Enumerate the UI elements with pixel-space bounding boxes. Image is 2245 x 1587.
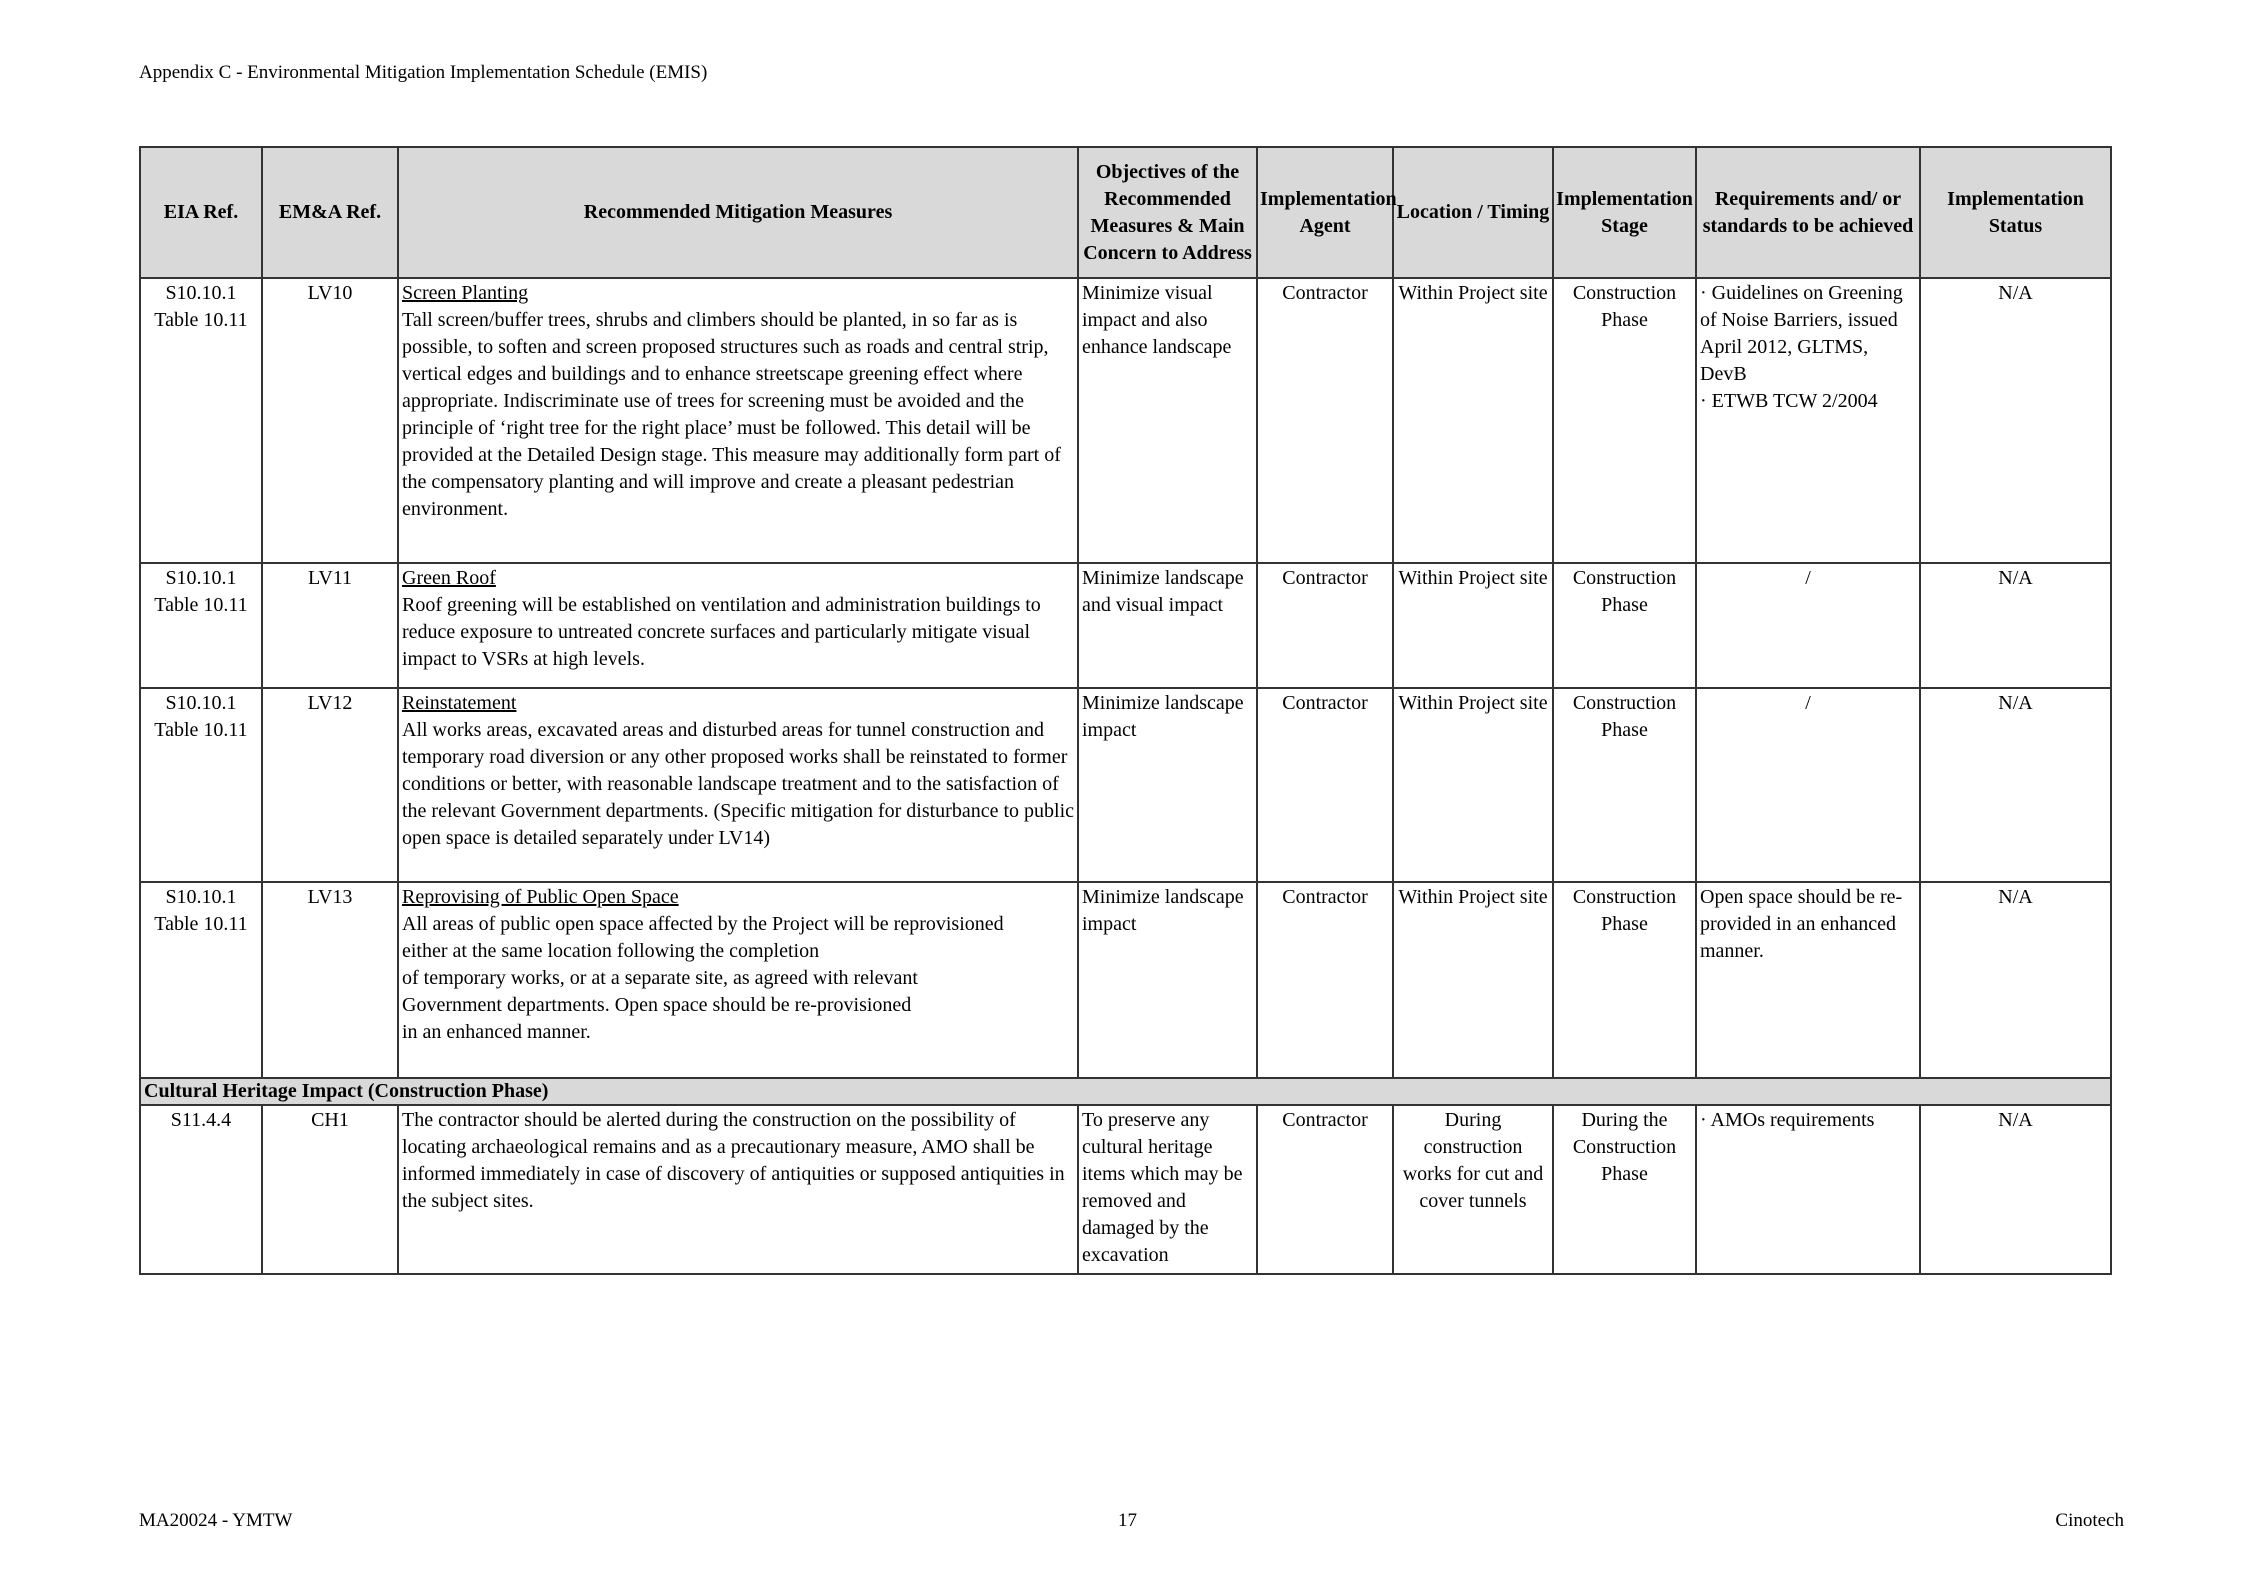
- measure-title: Green Roof: [402, 567, 496, 589]
- location: Within Project site: [1392, 277, 1554, 564]
- status: N/A: [1919, 687, 2112, 883]
- col-stage: Implementation Stage: [1552, 146, 1697, 279]
- measure-title: Screen Planting: [402, 282, 529, 304]
- measure-cell: Reprovising of Public Open Space All area…: [397, 881, 1079, 1079]
- eia-ref: S10.10.1 Table 10.11: [139, 687, 263, 883]
- table-row: S11.4.4 CH1 The contractor should be ale…: [139, 1104, 2112, 1275]
- objective: Minimize landscape impact: [1077, 881, 1258, 1079]
- status: N/A: [1919, 277, 2112, 564]
- ema-ref: LV12: [261, 687, 399, 883]
- location: Within Project site: [1392, 687, 1554, 883]
- requirements: · Guidelines on Greening of Noise Barrie…: [1695, 277, 1921, 564]
- col-requirements: Requirements and/ or standards to be ach…: [1695, 146, 1921, 279]
- requirements: /: [1695, 562, 1921, 689]
- eia-ref: S10.10.1 Table 10.11: [139, 562, 263, 689]
- stage: Construction Phase: [1552, 687, 1697, 883]
- measure-cell: Reinstatement All works areas, excavated …: [397, 687, 1079, 883]
- agent: Contractor: [1256, 277, 1394, 564]
- measure-text: The contractor should be alerted during …: [397, 1104, 1079, 1275]
- col-ema-ref: EM&A Ref.: [261, 146, 399, 279]
- eia-ref: S11.4.4: [139, 1104, 263, 1275]
- location: Within Project site: [1392, 881, 1554, 1079]
- col-objectives: Objectives of the Recommended Measures &…: [1077, 146, 1258, 279]
- requirements: Open space should be re-provided in an e…: [1695, 881, 1921, 1079]
- location: Within Project site: [1392, 562, 1554, 689]
- agent: Contractor: [1256, 562, 1394, 689]
- footer-page-number: 17: [1118, 1510, 1137, 1531]
- page-header: Appendix C - Environmental Mitigation Im…: [139, 62, 708, 83]
- objective: Minimize landscape and visual impact: [1077, 562, 1258, 689]
- table-row: S10.10.1 Table 10.11 LV13 Reprovising of…: [139, 881, 2112, 1079]
- col-measures: Recommended Mitigation Measures: [397, 146, 1079, 279]
- requirements: /: [1695, 687, 1921, 883]
- table-row: S10.10.1 Table 10.11 LV11 Green Roof Roof…: [139, 562, 2112, 689]
- agent: Contractor: [1256, 687, 1394, 883]
- measure-text: All works areas, excavated areas and dis…: [402, 719, 1075, 849]
- measure-title: Reprovising of Public Open Space: [402, 886, 679, 908]
- measure-text: Tall screen/buffer trees, shrubs and cli…: [402, 309, 1061, 520]
- objective: Minimize visual impact and also enhance …: [1077, 277, 1258, 564]
- measure-text: Roof greening will be established on ven…: [402, 594, 1041, 670]
- table-row: S10.10.1 Table 10.11 LV10 Screen Plantin…: [139, 277, 2112, 564]
- location: During construction works for cut and co…: [1392, 1104, 1554, 1275]
- ema-ref: CH1: [261, 1104, 399, 1275]
- agent: Contractor: [1256, 1104, 1394, 1275]
- footer-doc-id: MA20024 - YMTW: [139, 1510, 293, 1531]
- section-title: Cultural Heritage Impact (Construction P…: [139, 1077, 2112, 1106]
- ema-ref: LV13: [261, 881, 399, 1079]
- objective: Minimize landscape impact: [1077, 687, 1258, 883]
- stage: Construction Phase: [1552, 562, 1697, 689]
- measure-text: All areas of public open space affected …: [402, 913, 1004, 1043]
- emis-table: EIA Ref. EM&A Ref. Recommended Mitigatio…: [139, 146, 2112, 1275]
- footer-company: Cinotech: [2055, 1510, 2124, 1531]
- stage: Construction Phase: [1552, 277, 1697, 564]
- objective: To preserve any cultural heritage items …: [1077, 1104, 1258, 1275]
- requirements: · AMOs requirements: [1695, 1104, 1921, 1275]
- stage: During the Construction Phase: [1552, 1104, 1697, 1275]
- agent: Contractor: [1256, 881, 1394, 1079]
- measure-cell: Screen Planting Tall screen/buffer trees,…: [397, 277, 1079, 564]
- status: N/A: [1919, 1104, 2112, 1275]
- status: N/A: [1919, 562, 2112, 689]
- measure-cell: Green Roof Roof greening will be establis…: [397, 562, 1079, 689]
- ema-ref: LV11: [261, 562, 399, 689]
- col-agent: Implementation Agent: [1256, 146, 1397, 279]
- table-row: S10.10.1 Table 10.11 LV12 Reinstatement A…: [139, 687, 2112, 883]
- ema-ref: LV10: [261, 277, 399, 564]
- col-location: Location / Timing: [1392, 146, 1554, 279]
- col-status: Implementation Status: [1919, 146, 2112, 279]
- col-eia-ref: EIA Ref.: [139, 146, 263, 279]
- status: N/A: [1919, 881, 2112, 1079]
- eia-ref: S10.10.1 Table 10.11: [139, 881, 263, 1079]
- header-row: EIA Ref. EM&A Ref. Recommended Mitigatio…: [139, 146, 2112, 279]
- eia-ref: S10.10.1 Table 10.11: [139, 277, 263, 564]
- section-row: Cultural Heritage Impact (Construction P…: [139, 1077, 2112, 1106]
- stage: Construction Phase: [1552, 881, 1697, 1079]
- measure-title: Reinstatement: [402, 692, 517, 714]
